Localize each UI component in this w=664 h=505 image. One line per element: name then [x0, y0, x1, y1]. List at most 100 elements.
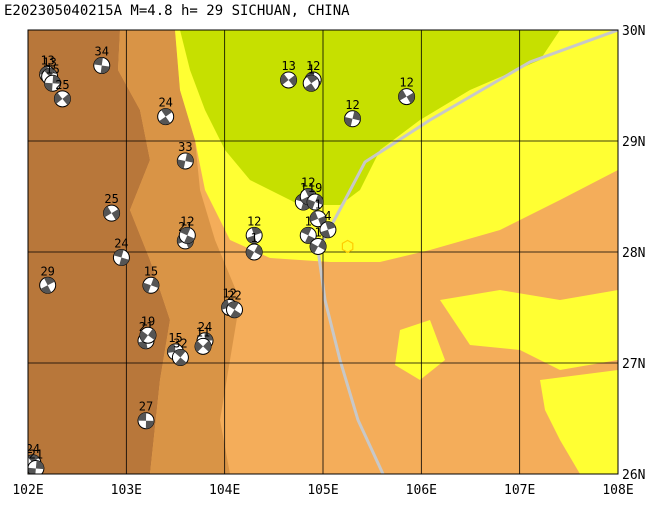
focal-mechanism: 15: [142, 264, 160, 294]
event-depth-label: 29: [40, 264, 54, 278]
longitude-label: 104E: [209, 483, 240, 498]
main-event-marker: [341, 239, 354, 254]
event-depth-label: 22: [227, 289, 241, 303]
focal-mechanism: 12: [344, 98, 361, 128]
beachball-compression: [310, 211, 319, 222]
beachball-compression: [184, 235, 195, 244]
beachball-compression: [103, 206, 112, 218]
terrain-plain-patch: [540, 370, 618, 474]
event-depth-label: 25: [104, 192, 118, 206]
event-depth-label: 1: [300, 181, 307, 195]
focal-mechanism: 24: [157, 96, 175, 126]
longitude-label: 106E: [406, 483, 437, 498]
beachball-compression: [100, 65, 110, 74]
focal-mechanism: 19: [139, 314, 157, 344]
beachball-compression: [318, 239, 327, 251]
latitude-label: 27N: [622, 357, 645, 372]
beachball-compression: [28, 467, 36, 474]
beachball-compression: [246, 248, 255, 260]
latitude-label: 28N: [622, 246, 645, 261]
focal-mechanism: 34: [93, 45, 111, 75]
event-depth-label: 15: [45, 62, 59, 76]
beachball-compression: [344, 117, 353, 127]
beachball-compression: [304, 188, 316, 197]
beachball-compression: [159, 116, 171, 125]
event-depth-label: 1: [305, 214, 312, 228]
beachball-compression: [44, 82, 53, 92]
beachball-compression: [246, 235, 257, 244]
event-depth-label: 11: [196, 325, 210, 339]
beachball-compression: [352, 111, 361, 121]
beachball-compression: [93, 57, 103, 66]
event-depth-label: 4: [324, 209, 331, 223]
beachball-compression: [398, 89, 407, 101]
beachball-compression: [161, 108, 173, 117]
focal-mechanism: 1: [309, 225, 327, 255]
event-depth-label: 24: [114, 237, 128, 251]
focal-mechanism: 11: [194, 325, 212, 355]
event-depth-label: 1: [308, 62, 315, 76]
beachball-compression: [288, 75, 297, 87]
focal-mechanism: 12: [178, 214, 196, 244]
beachball-compression: [139, 330, 148, 342]
focal-mechanism: 1: [309, 198, 327, 228]
event-depth-label: 12: [180, 214, 194, 228]
beachball-compression: [310, 242, 319, 254]
event-depth-label: 13: [40, 53, 54, 67]
beachball-compression: [174, 349, 186, 358]
focal-mechanism: 24: [112, 237, 130, 267]
terrain-plain-patch: [440, 290, 618, 370]
beachball-compression: [142, 282, 151, 293]
focal-mechanism: 12: [299, 176, 317, 205]
event-depth-label: 1: [314, 198, 321, 212]
beachball-compression: [44, 68, 56, 77]
focal-mechanism: 12: [245, 214, 263, 244]
beachball-compression: [179, 227, 191, 236]
beachball-compression: [44, 277, 55, 286]
beachball-compression: [40, 285, 52, 294]
focal-mechanism: 4: [319, 209, 337, 239]
event-depth-label: 12: [345, 98, 359, 112]
event-depth-label: 34: [95, 45, 109, 59]
longitude-label: 102E: [12, 483, 43, 498]
terrain-plain-patch: [395, 320, 445, 380]
focal-mechanism: 25: [53, 78, 71, 108]
beachball-compression: [28, 454, 39, 463]
beachball-compression: [35, 460, 44, 470]
beachball-compression: [54, 92, 63, 104]
latitude-label: 26N: [622, 468, 645, 483]
beachball-compression: [227, 301, 239, 310]
map-frame: [27, 29, 619, 475]
beachball-compression: [62, 93, 71, 106]
beachball-compression: [167, 343, 176, 353]
beachball-compression: [280, 73, 289, 85]
event-depth-label: 12: [222, 287, 236, 301]
map-title: E202305040215A M=4.8 h= 29 SICHUAN, CHIN…: [4, 3, 350, 19]
focal-mechanism: 1: [245, 231, 263, 261]
event-depth-label: 12: [301, 176, 315, 190]
longitude-label: 105E: [307, 483, 338, 498]
focal-mechanism: 29: [39, 264, 57, 294]
focal-mechanism: 25: [103, 192, 121, 222]
event-depth-label: 1: [251, 231, 258, 245]
beachball-compression: [203, 340, 212, 352]
beachball-compression: [306, 75, 318, 84]
focal-mechanism: 13: [280, 59, 298, 89]
event-depth-label: 24: [26, 442, 40, 456]
focal-mechanism: 22: [226, 289, 243, 319]
axis-labels: 102E 103E 104E 105E 106E 107E 108E 30N 29N 28N 27N…: [12, 24, 645, 498]
longitude-label: 107E: [504, 483, 535, 498]
event-depth-label: 33: [178, 140, 192, 154]
event-depth-label: 24: [158, 96, 172, 110]
beachball-compression: [254, 244, 263, 256]
beachball-compression: [52, 75, 61, 84]
beachball-compression: [175, 357, 187, 366]
event-depth-label: 19: [308, 181, 322, 195]
event-depth-label: 27: [139, 400, 153, 414]
beachball-compression: [325, 221, 336, 230]
longitude-label: 108E: [602, 483, 633, 498]
beachball-compression: [113, 249, 124, 258]
longitude-label: 103E: [111, 483, 142, 498]
focal-mechanism: 33: [176, 140, 194, 170]
